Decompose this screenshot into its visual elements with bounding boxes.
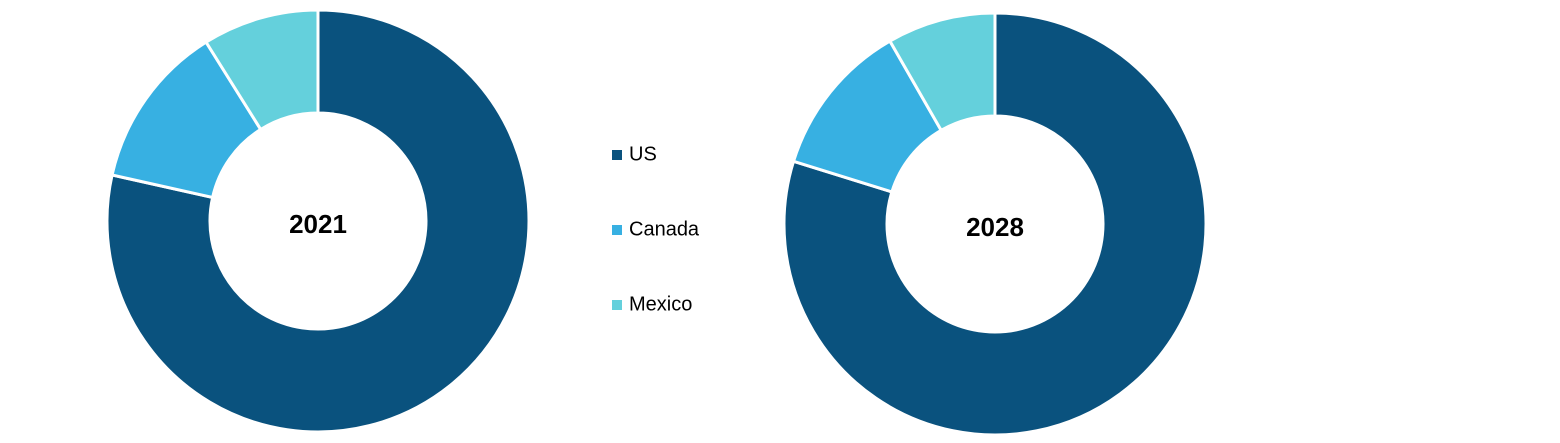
legend-label: US [629, 143, 657, 165]
donut-slice [203, 8, 320, 132]
legend-label: Canada [629, 218, 700, 240]
donut-slice [782, 11, 1208, 437]
center-label: 2028 [966, 212, 1024, 242]
legend: US Canada Mexico [612, 143, 700, 315]
center-label: 2021 [289, 209, 347, 239]
legend-swatch [612, 300, 622, 310]
legend-swatch [612, 150, 622, 160]
legend-swatch [612, 225, 622, 235]
donut-slice [887, 11, 997, 133]
legend-label: Mexico [629, 293, 692, 315]
donut-slice [105, 8, 531, 434]
